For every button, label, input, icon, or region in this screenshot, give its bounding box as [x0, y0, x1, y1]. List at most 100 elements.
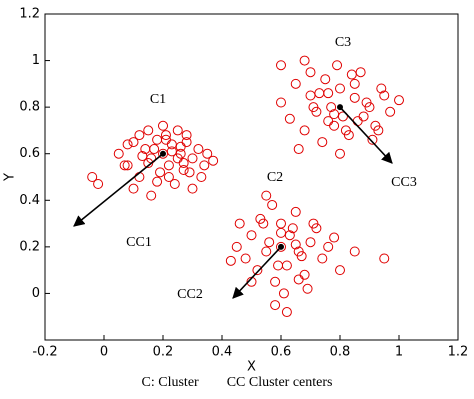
point	[172, 125, 183, 136]
point	[160, 130, 171, 141]
point	[93, 178, 104, 189]
point	[379, 90, 390, 101]
point	[329, 232, 340, 243]
point	[199, 160, 210, 171]
arrow	[73, 153, 164, 227]
point	[240, 253, 251, 264]
point	[320, 74, 331, 85]
arrow	[232, 246, 282, 299]
point	[376, 83, 387, 94]
caption: C: Cluster CC Cluster centers	[142, 375, 333, 390]
point	[270, 300, 281, 311]
annotation: C3	[335, 35, 351, 50]
plot-area	[44, 13, 459, 341]
point	[175, 141, 186, 152]
point	[296, 251, 307, 262]
point	[252, 265, 263, 276]
point	[202, 148, 213, 159]
point	[160, 134, 171, 145]
point	[305, 67, 316, 78]
point	[208, 155, 219, 166]
point	[187, 153, 198, 164]
point	[373, 125, 384, 136]
point	[317, 137, 328, 148]
x-tick-label: 0.8	[330, 345, 351, 360]
y-tick-label: 1.2	[19, 7, 40, 22]
point	[225, 255, 236, 266]
point	[169, 178, 180, 189]
x-tick-label: 0.6	[271, 345, 292, 360]
point	[128, 137, 139, 148]
point	[293, 144, 304, 155]
point	[284, 113, 295, 124]
point	[231, 241, 242, 252]
annotation: C2	[267, 170, 283, 185]
x-tick-label: 1.2	[448, 345, 469, 360]
point	[119, 160, 130, 171]
point	[234, 218, 245, 229]
point	[137, 151, 148, 162]
point	[163, 172, 174, 182]
point	[166, 146, 177, 157]
arrow	[339, 106, 393, 164]
point	[293, 274, 304, 285]
x-axis-label: X	[247, 360, 256, 375]
annotation: CC1	[126, 235, 152, 250]
point	[394, 95, 404, 106]
point	[385, 106, 396, 117]
point	[361, 97, 372, 108]
point	[367, 134, 378, 145]
point	[181, 130, 192, 141]
point	[346, 69, 357, 80]
annotation: CC2	[177, 287, 203, 302]
point	[323, 116, 334, 127]
point	[143, 125, 154, 136]
y-tick-label: 0	[32, 286, 40, 301]
point	[281, 307, 292, 318]
point	[270, 276, 281, 287]
point	[276, 97, 286, 108]
point	[122, 139, 133, 150]
point	[196, 172, 207, 182]
point	[278, 288, 289, 299]
point	[146, 190, 157, 201]
x-tick-label: 1	[395, 345, 403, 360]
point	[305, 237, 316, 248]
point	[246, 230, 257, 241]
annotation: CC3	[391, 175, 417, 190]
point	[178, 165, 189, 176]
y-axis-label: Y	[3, 173, 18, 182]
point	[184, 167, 195, 178]
point	[261, 190, 272, 201]
point	[335, 148, 345, 159]
point	[113, 148, 124, 159]
point	[193, 144, 204, 155]
point	[287, 223, 298, 234]
y-tick-label: 0.2	[19, 239, 40, 254]
point	[317, 253, 328, 264]
point	[299, 55, 310, 66]
point	[349, 92, 360, 103]
annotation: C1	[150, 92, 166, 107]
point	[178, 158, 189, 169]
point	[290, 239, 301, 250]
point	[276, 241, 286, 252]
point	[323, 88, 334, 99]
point	[276, 60, 286, 71]
point	[323, 241, 334, 252]
point	[255, 213, 266, 224]
y-tick-label: 0.6	[19, 146, 40, 161]
point	[87, 172, 98, 182]
x-tick-label: 0	[100, 345, 108, 360]
point	[261, 246, 272, 257]
x-tick-label: -0.2	[32, 345, 57, 360]
point	[290, 78, 301, 89]
y-tick-label: 1	[32, 53, 40, 68]
point	[349, 78, 360, 89]
y-tick-label: 0.4	[19, 193, 40, 208]
point	[329, 109, 340, 120]
point	[302, 283, 313, 294]
point	[152, 176, 163, 187]
point	[187, 183, 198, 194]
